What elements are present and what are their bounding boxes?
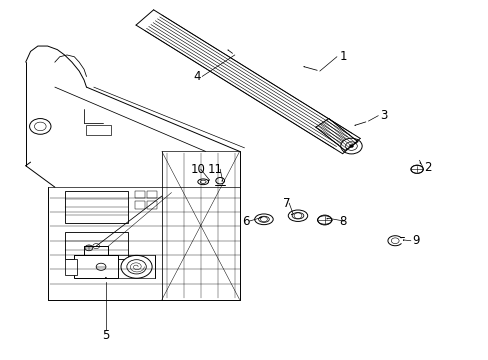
Text: 5: 5 bbox=[102, 329, 109, 342]
Circle shape bbox=[340, 138, 362, 154]
Ellipse shape bbox=[317, 216, 331, 224]
Bar bbox=[64, 232, 127, 258]
Bar bbox=[147, 202, 157, 208]
Ellipse shape bbox=[287, 210, 307, 221]
Circle shape bbox=[121, 255, 152, 278]
Bar bbox=[64, 258, 77, 275]
Text: 6: 6 bbox=[242, 215, 249, 228]
Text: 7: 7 bbox=[283, 197, 290, 210]
Ellipse shape bbox=[410, 165, 423, 173]
Circle shape bbox=[349, 145, 353, 148]
Circle shape bbox=[215, 177, 224, 184]
Text: 3: 3 bbox=[380, 109, 387, 122]
Text: 11: 11 bbox=[207, 163, 223, 176]
Text: 8: 8 bbox=[339, 215, 346, 228]
Circle shape bbox=[85, 245, 93, 251]
Text: 9: 9 bbox=[411, 234, 419, 247]
Text: 1: 1 bbox=[339, 50, 346, 63]
Ellipse shape bbox=[254, 214, 273, 225]
Text: 4: 4 bbox=[193, 70, 201, 83]
Circle shape bbox=[30, 118, 51, 134]
Bar bbox=[135, 202, 144, 208]
Bar bbox=[74, 255, 118, 278]
Bar bbox=[64, 191, 127, 223]
Ellipse shape bbox=[198, 179, 208, 185]
Bar bbox=[86, 125, 111, 135]
Circle shape bbox=[96, 263, 106, 270]
Text: 2: 2 bbox=[424, 161, 431, 174]
Bar bbox=[147, 191, 157, 198]
Bar bbox=[135, 191, 144, 198]
Text: 10: 10 bbox=[191, 163, 205, 176]
